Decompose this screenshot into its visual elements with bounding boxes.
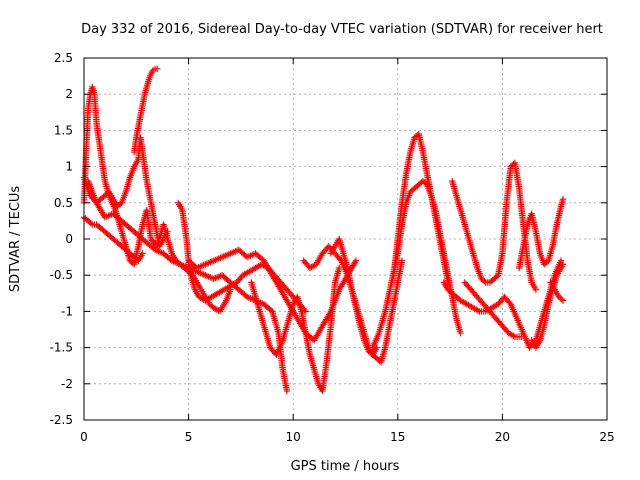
- data-point-fill: [506, 299, 513, 306]
- data-point: [532, 286, 540, 293]
- data-point: [154, 65, 161, 73]
- series-2: [131, 65, 161, 156]
- series-15: [461, 279, 525, 340]
- series-18: [547, 279, 567, 304]
- series-8: [248, 264, 343, 395]
- y-tick-label: 0: [65, 232, 73, 246]
- y-tick-label: 1.5: [54, 123, 73, 137]
- series-17: [528, 261, 567, 351]
- series-11: [369, 177, 464, 351]
- data-point: [139, 250, 146, 257]
- y-tick-label: 1: [65, 160, 73, 174]
- data-point: [557, 257, 565, 264]
- x-tick-label: 10: [286, 430, 301, 444]
- data-point: [518, 333, 525, 340]
- series-4: [80, 134, 171, 250]
- y-tick-label: -1: [61, 304, 73, 318]
- series-3: [80, 214, 146, 264]
- x-axis-title: GPS time / hours: [291, 459, 400, 474]
- data-point-fill: [558, 296, 565, 303]
- x-tick-label: 20: [495, 430, 510, 444]
- y-tick-label: 0.5: [54, 196, 73, 210]
- series-9: [300, 243, 406, 366]
- x-tick-label: 5: [185, 430, 193, 444]
- data-point: [398, 257, 406, 264]
- data-point: [283, 387, 291, 395]
- data-point: [559, 261, 567, 268]
- data-point-fill: [510, 332, 517, 340]
- data-point: [352, 257, 360, 264]
- y-axis-title: SDTVAR / TECUs: [8, 186, 23, 293]
- y-tick-label: -1.5: [50, 341, 73, 355]
- x-tick-label: 25: [599, 430, 614, 444]
- y-tick-label: 2.5: [54, 51, 73, 65]
- data-point: [457, 329, 464, 337]
- y-tick-label: -0.5: [50, 268, 73, 282]
- x-tick-label: 15: [390, 430, 405, 444]
- data-marks: [80, 65, 567, 395]
- chart-title: Day 332 of 2016, Sidereal Day-to-day VTE…: [81, 22, 603, 37]
- data-point-fill: [474, 307, 482, 314]
- series-10: [327, 235, 381, 359]
- x-tick-label: 0: [80, 430, 88, 444]
- series-12: [390, 130, 452, 286]
- y-tick-label: -2.5: [50, 413, 73, 427]
- data-point: [164, 228, 171, 235]
- data-point-fill: [87, 220, 95, 227]
- y-tick-label: -2: [61, 377, 73, 391]
- series-6: [174, 199, 309, 315]
- y-tick-label: 2: [65, 87, 73, 101]
- data-point: [559, 195, 567, 203]
- axis-ticks: 0 5 10 15 20 25 -2.5 -2 -1.5 -1 -0.5 0 0.5 1 1.5 2 2.5: [50, 51, 615, 444]
- data-point-fill: [481, 278, 488, 285]
- data-point: [559, 297, 567, 304]
- series-16: [515, 195, 567, 272]
